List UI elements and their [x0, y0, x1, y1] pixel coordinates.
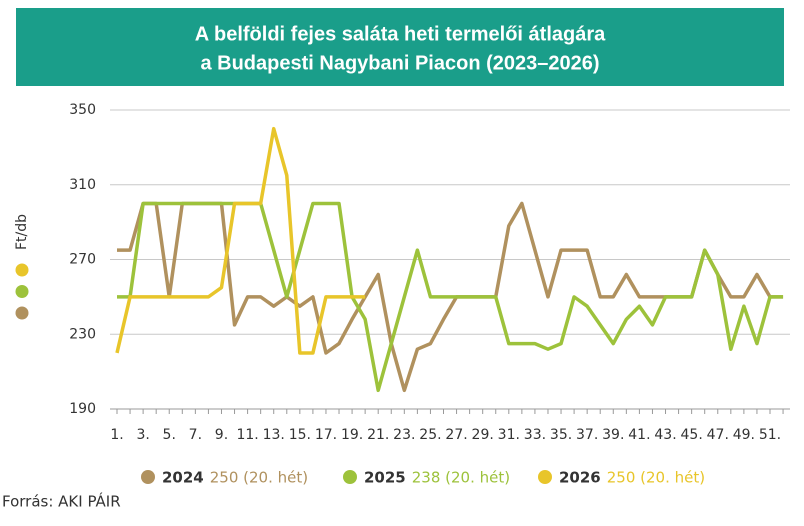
- legend-note: 238 (20. hét): [412, 469, 510, 487]
- legend-label: 2026: [559, 469, 601, 487]
- y-tick-label: 310: [69, 177, 96, 193]
- series-line: [117, 201, 784, 393]
- x-tick-label: 5.: [163, 427, 176, 443]
- x-tick-label: 43.: [654, 427, 676, 443]
- x-tick-label: 39.: [602, 427, 624, 443]
- x-tick-label: 49.: [733, 427, 755, 443]
- legend-dot: [15, 263, 29, 277]
- x-tick-label: 19.: [341, 427, 363, 443]
- y-tick-label: 350: [69, 102, 96, 118]
- x-tick-label: 51.: [759, 427, 781, 443]
- x-tick-label: 45.: [681, 427, 703, 443]
- x-tick-label: 7.: [189, 427, 202, 443]
- x-tick-label: 25.: [419, 427, 441, 443]
- x-tick-label: 31.: [498, 427, 520, 443]
- x-tick-label: 37.: [576, 427, 598, 443]
- x-tick-label: 21.: [367, 427, 389, 443]
- legend-label: 2025: [364, 469, 406, 487]
- x-tick-label: 9.: [215, 427, 228, 443]
- y-tick-label: 190: [69, 401, 96, 417]
- x-tick-label: 15.: [289, 427, 311, 443]
- title-banner: [16, 8, 784, 86]
- x-tick-label: 47.: [707, 427, 729, 443]
- series-line: [115, 126, 366, 355]
- legend-dot: [15, 285, 29, 298]
- x-tick-label: 17.: [315, 427, 337, 443]
- chart-title: A belföldi fejes saláta heti termelői át…: [195, 23, 606, 45]
- legend-note: 250 (20. hét): [607, 469, 705, 487]
- source: Forrás: AKI PÁIR: [2, 492, 121, 511]
- x-tick-label: 35.: [550, 427, 572, 443]
- legend-dot: [15, 306, 29, 320]
- legend-marker: [141, 470, 155, 484]
- legend-label: 2024: [162, 469, 204, 487]
- x-tick-label: 3.: [136, 427, 149, 443]
- y-tick-label: 230: [69, 326, 96, 342]
- legend-marker: [343, 470, 357, 484]
- x-tick-label: 41.: [628, 427, 650, 443]
- y-tick-label: 270: [69, 252, 96, 268]
- x-tick-label: 29.: [472, 427, 494, 443]
- x-tick-label: 23.: [393, 427, 415, 443]
- x-tick-label: 1.: [110, 427, 123, 443]
- x-tick-label: 11.: [236, 427, 258, 443]
- legend-note: 250 (20. hét): [210, 469, 308, 487]
- x-tick-label: 33.: [524, 427, 546, 443]
- legend-marker: [538, 470, 552, 484]
- x-tick-label: 13.: [263, 427, 285, 443]
- chart-title: a Budapesti Nagybani Piacon (2023–2026): [200, 52, 599, 74]
- x-tick-label: 27.: [445, 427, 467, 443]
- y-axis-label: Ft/db: [14, 214, 30, 250]
